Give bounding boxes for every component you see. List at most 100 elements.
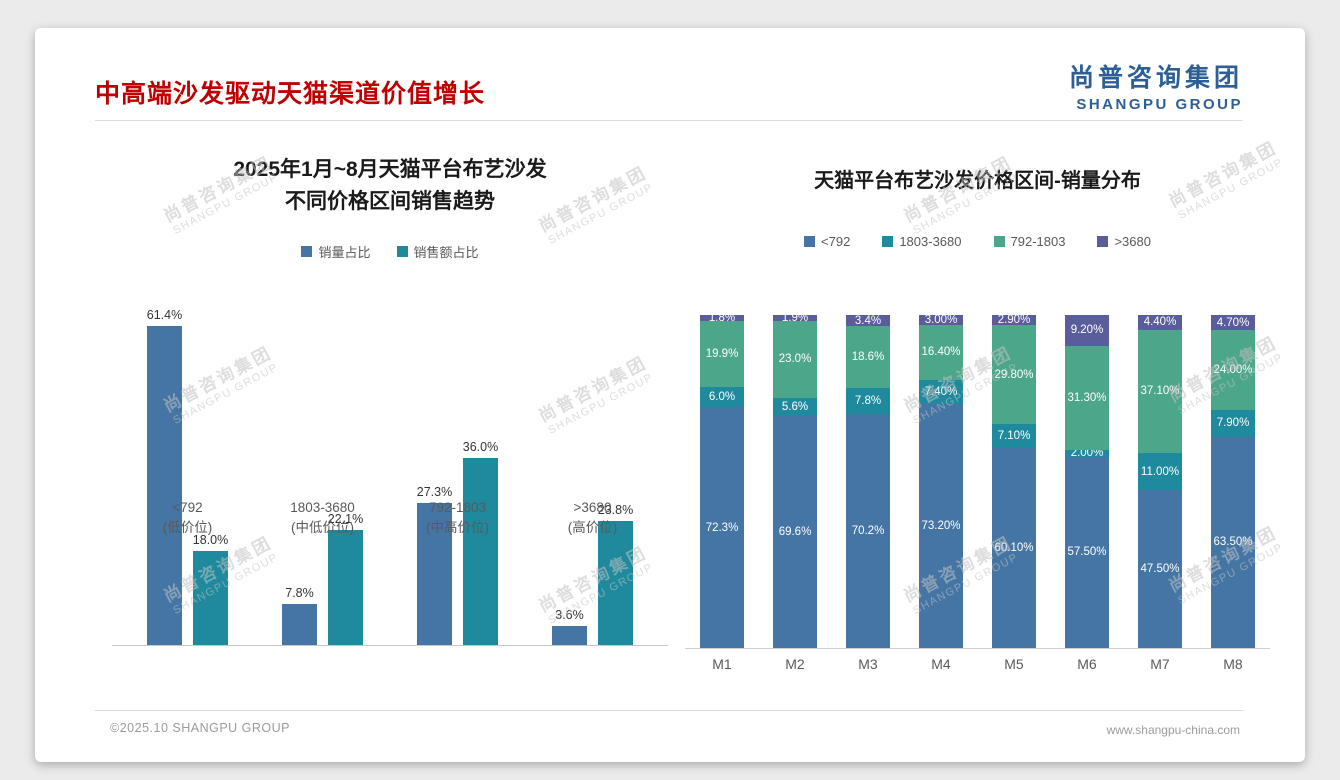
stacked-segment: 37.10% (1138, 329, 1182, 454)
stacked-segment: 7.8% (846, 388, 890, 415)
bar-value-label: 27.3% (416, 485, 453, 500)
left-chart-title: 2025年1月~8月天猫平台布艺沙发 不同价格区间销售趋势 (100, 154, 680, 217)
segment-value-label: 9.20% (1070, 324, 1104, 337)
segment-value-label: 47.50% (1140, 562, 1180, 575)
stacked-segment: 2.00% (1065, 447, 1109, 459)
slide: 中高端沙发驱动天猫渠道价值增长 尚普咨询集团 SHANGPU GROUP 202… (35, 28, 1305, 762)
title-divider (95, 120, 1243, 121)
legend-swatch-icon (993, 236, 1005, 247)
stacked-segment: 2.90% (992, 314, 1036, 327)
month-label: M8 (1223, 656, 1243, 672)
left-chart-legend: 销量占比 销售额占比 (100, 242, 680, 261)
stacked-segment: 7.40% (919, 379, 963, 405)
legend-swatch-icon (1097, 236, 1109, 247)
legend-swatch-icon (804, 236, 816, 247)
stacked-segment: 7.90% (1211, 410, 1255, 437)
month-label: M1 (712, 656, 732, 672)
month-label: M4 (931, 656, 951, 672)
segment-value-label: 2.90% (997, 314, 1031, 327)
legend-label: >3680 (1114, 234, 1151, 249)
stacked-bar: 73.20% 7.40% 16.40% 3.00% (919, 314, 963, 648)
stacked-segment: 63.50% (1211, 436, 1255, 648)
segment-value-label: 31.30% (1067, 391, 1107, 404)
grouped-bar: 36.0% (463, 440, 498, 645)
stacked-segment: 4.70% (1211, 314, 1255, 331)
segment-value-label: 69.6% (778, 526, 812, 539)
footer-divider (95, 710, 1243, 711)
category-sublabel: (高价位) (567, 519, 618, 535)
segment-value-label: 29.80% (994, 368, 1034, 381)
right-chart-category-labels: M1 M2 M3 M4 M5 M6 M7 M8 (685, 656, 1270, 672)
stacked-segment: 1.9% (773, 312, 817, 324)
bar-value-label: 18.0% (192, 533, 229, 548)
segment-value-label: 4.70% (1216, 316, 1250, 329)
left-chart-grouped-bar: 2025年1月~8月天猫平台布艺沙发 不同价格区间销售趋势 销量占比 销售额占比 … (100, 148, 680, 733)
bar-value-label: 3.6% (555, 608, 584, 623)
left-chart-title-line1: 2025年1月~8月天猫平台布艺沙发 (233, 158, 547, 181)
month-label: M2 (785, 656, 805, 672)
legend-label: 1803-3680 (899, 234, 962, 249)
segment-value-label: 7.90% (1216, 417, 1250, 430)
left-chart-bars: 61.4% 18.0% 7.8% 22.1% 27.3% 36.0% 3.6% 23.8% (120, 305, 660, 645)
segment-value-label: 70.2% (851, 525, 885, 538)
grouped-bar: 7.8% (282, 586, 317, 645)
segment-value-label: 7.40% (924, 385, 958, 398)
stacked-segment: 69.6% (773, 416, 817, 648)
right-chart-bars: 72.3% 6.0% 19.9% 1.8% 69.6% 5.6% 23.0% 1.9% 70.2… (685, 312, 1270, 648)
stacked-bar: 69.6% 5.6% 23.0% 1.9% (773, 312, 817, 648)
left-chart-plot: 61.4% 18.0% 7.8% 22.1% 27.3% 36.0% 3.6% 23.8% (112, 305, 668, 646)
left-chart-category-labels: <792 (低价位) 1803-3680 (中低价位) 792-1803 (中高价位) >3… (120, 498, 660, 537)
legend-swatch-icon (882, 236, 894, 247)
segment-value-label: 37.10% (1140, 385, 1180, 398)
stacked-bar: 72.3% 6.0% 19.9% 1.8% (700, 312, 744, 648)
grouped-bar: 22.1% (328, 512, 363, 645)
stacked-segment: 31.30% (1065, 345, 1109, 450)
bar-group: 61.4% 18.0% (120, 305, 255, 645)
stacked-segment: 24.00% (1211, 330, 1255, 411)
footer-copyright: ©2025.10 SHANGPU GROUP (110, 721, 290, 735)
segment-value-label: 57.50% (1067, 546, 1107, 559)
right-chart-title: 天猫平台布艺沙发价格区间-销量分布 (814, 170, 1141, 192)
stacked-segment: 1.8% (700, 312, 744, 325)
stacked-segment: 19.9% (700, 321, 744, 388)
stacked-segment: 16.40% (919, 325, 963, 380)
logo-english-text: SHANGPU GROUP (1076, 96, 1243, 113)
right-chart-stacked-bar: 天猫平台布艺沙发价格区间-销量分布 <792 1803-3680 792-1803 >… (675, 148, 1280, 733)
legend-label: 销量占比 (318, 245, 371, 260)
legend-item: 792-1803 (993, 234, 1066, 249)
category-name: >3680 (573, 500, 612, 515)
segment-value-label: 6.0% (708, 391, 736, 404)
segment-value-label: 60.10% (994, 541, 1034, 554)
legend-item: >3680 (1097, 234, 1151, 249)
segment-value-label: 7.8% (854, 395, 882, 408)
legend-item: 销售额占比 (396, 242, 479, 261)
stacked-segment: 60.10% (992, 447, 1036, 648)
left-x-axis-line (112, 645, 668, 646)
bar-value-label: 61.4% (146, 307, 183, 322)
grouped-bar: 61.4% (147, 308, 182, 645)
bar-value-label: 7.8% (285, 586, 314, 601)
segment-value-label: 1.8% (708, 312, 736, 325)
grouped-bar: 3.6% (552, 608, 587, 645)
segment-value-label: 18.6% (851, 351, 885, 364)
stacked-bar: 47.50% 11.00% 37.10% 4.40% (1138, 315, 1182, 648)
legend-swatch-icon (301, 246, 313, 257)
segment-value-label: 63.50% (1213, 536, 1253, 549)
bar-value-label: 22.1% (327, 512, 364, 527)
segment-value-label: 11.00% (1140, 465, 1180, 478)
segment-value-label: 3.00% (924, 314, 958, 327)
bar-group: 27.3% 36.0% (390, 305, 525, 645)
stacked-segment: 4.40% (1138, 315, 1182, 330)
legend-label: 792-1803 (1010, 234, 1066, 249)
bar-group: 3.6% 23.8% (525, 305, 660, 645)
footer-website: www.shangpu-china.com (1106, 723, 1240, 737)
bar-value-label: 23.8% (597, 503, 634, 518)
stacked-segment: 3.00% (919, 314, 963, 327)
stacked-segment: 73.20% (919, 404, 963, 648)
segment-value-label: 7.10% (997, 430, 1031, 443)
segment-value-label: 16.40% (921, 346, 961, 359)
category-name: 792-1803 (428, 500, 487, 515)
stacked-bar: 63.50% 7.90% 24.00% 4.70% (1211, 314, 1255, 648)
stacked-segment: 57.50% (1065, 456, 1109, 648)
grouped-bar: 18.0% (193, 533, 228, 645)
